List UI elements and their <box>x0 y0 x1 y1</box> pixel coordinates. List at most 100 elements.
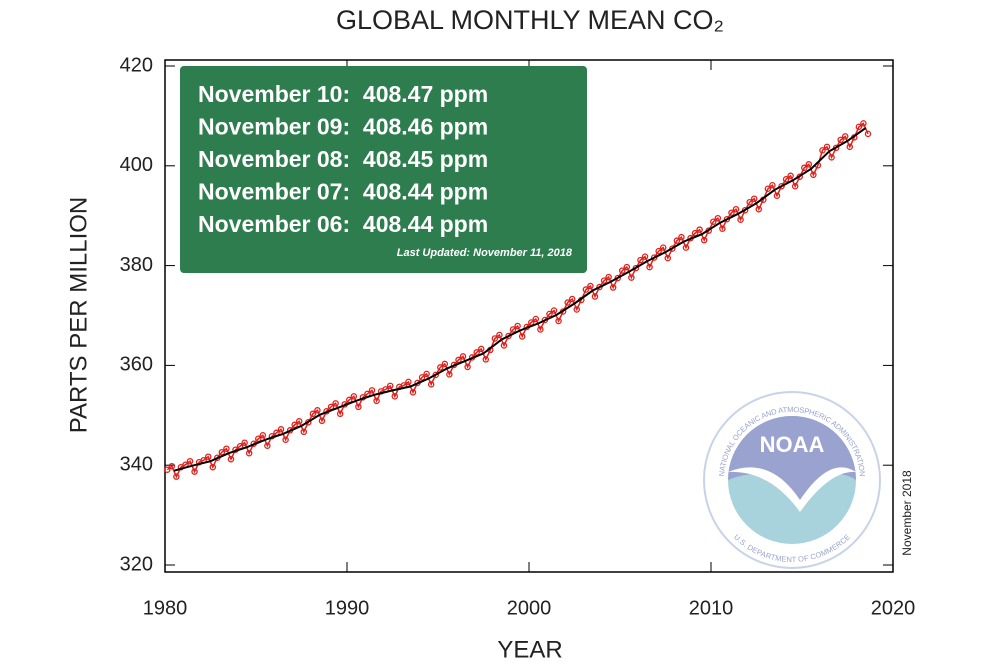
data-point <box>291 421 298 429</box>
y-tick-label: 400 <box>120 154 153 176</box>
series-line <box>166 122 869 479</box>
data-point <box>564 299 571 306</box>
data-point <box>823 143 831 151</box>
data-point <box>628 274 635 281</box>
data-point <box>659 244 667 251</box>
data-point <box>855 123 863 131</box>
data-point <box>318 417 326 425</box>
data-point <box>650 254 658 261</box>
data-point <box>864 130 872 138</box>
noaa-logo: NOAA NATIONAL OCEANIC AND ATMOSPHERIC AD… <box>703 391 881 569</box>
last-updated: Last Updated: November 11, 2018 <box>397 247 573 259</box>
data-point <box>432 371 439 379</box>
data-point <box>332 400 339 407</box>
data-point <box>810 171 817 179</box>
x-tick-label: 1980 <box>143 597 188 619</box>
data-point <box>860 120 867 127</box>
data-point <box>259 432 267 439</box>
data-point <box>596 283 603 291</box>
data-point <box>600 277 608 284</box>
data-point <box>691 229 699 237</box>
data-point <box>714 214 722 222</box>
data-point <box>223 445 230 452</box>
data-point <box>537 326 544 333</box>
data-point <box>782 176 790 183</box>
data-point <box>746 198 753 206</box>
data-point <box>164 466 171 473</box>
data-point <box>227 455 235 463</box>
data-point <box>309 410 317 418</box>
data-point <box>801 164 808 172</box>
data-point <box>446 371 453 378</box>
data-point <box>609 284 617 291</box>
data-point <box>191 468 198 475</box>
info-box: November 10: 408.47 ppm November 09: 408.… <box>180 66 587 273</box>
data-point <box>282 436 289 444</box>
side-note: November 2018 <box>900 470 914 556</box>
data-point <box>573 306 581 313</box>
data-point <box>500 342 508 349</box>
data-point <box>482 356 490 363</box>
data-point <box>623 263 631 271</box>
data-point <box>605 273 612 281</box>
data-point <box>846 143 854 151</box>
data-point <box>173 473 180 480</box>
chart-title: GLOBAL MONTHLY MEAN CO₂ <box>336 5 724 35</box>
data-point <box>477 345 485 353</box>
data-point <box>764 185 772 193</box>
data-point <box>769 182 776 189</box>
data-point <box>591 293 599 300</box>
y-axis-label: PARTS PER MILLION <box>65 197 92 434</box>
data-point <box>787 172 794 180</box>
data-point <box>614 274 621 282</box>
data-point <box>405 378 412 386</box>
data-point <box>550 307 558 314</box>
data-point <box>587 282 594 290</box>
data-point <box>732 205 740 213</box>
data-point <box>509 326 517 333</box>
data-point <box>719 225 726 232</box>
data-point <box>218 448 226 456</box>
data-point <box>437 364 444 371</box>
logo-bird <box>728 467 856 512</box>
data-point <box>619 267 626 274</box>
y-tick-label: 320 <box>120 553 153 575</box>
data-point <box>514 322 521 330</box>
x-axis-label: YEAR <box>497 636 562 663</box>
data-point <box>464 363 471 371</box>
data-point <box>791 183 799 190</box>
data-point <box>841 133 849 140</box>
data-point <box>505 332 512 340</box>
info-line: November 06: 408.44 ppm <box>198 211 488 237</box>
data-point <box>491 335 499 342</box>
data-point <box>241 439 248 446</box>
y-tick-label: 340 <box>120 453 153 475</box>
data-point <box>459 353 467 360</box>
data-point <box>819 147 826 154</box>
x-tick-label: 1990 <box>325 597 370 619</box>
data-point <box>473 349 480 356</box>
data-point <box>546 310 553 318</box>
x-tick-label: 2000 <box>507 597 552 619</box>
data-point <box>568 295 576 303</box>
info-line: November 07: 408.44 ppm <box>198 179 488 205</box>
data-point <box>673 237 681 244</box>
data-point <box>778 183 785 190</box>
data-point <box>723 215 731 223</box>
info-line: November 08: 408.45 ppm <box>198 146 488 172</box>
data-point <box>655 247 662 255</box>
data-point <box>828 154 835 161</box>
data-point <box>805 161 813 168</box>
data-point <box>423 370 430 378</box>
x-tick-label: 2020 <box>871 597 916 619</box>
data-point <box>837 136 844 144</box>
data-point <box>696 226 703 233</box>
data-point <box>373 397 380 405</box>
y-tick-label: 420 <box>120 54 153 76</box>
data-point <box>555 317 562 325</box>
data-point <box>441 360 449 368</box>
data-point <box>300 428 308 436</box>
info-box-bg <box>180 66 587 273</box>
y-tick-label: 360 <box>120 354 153 376</box>
